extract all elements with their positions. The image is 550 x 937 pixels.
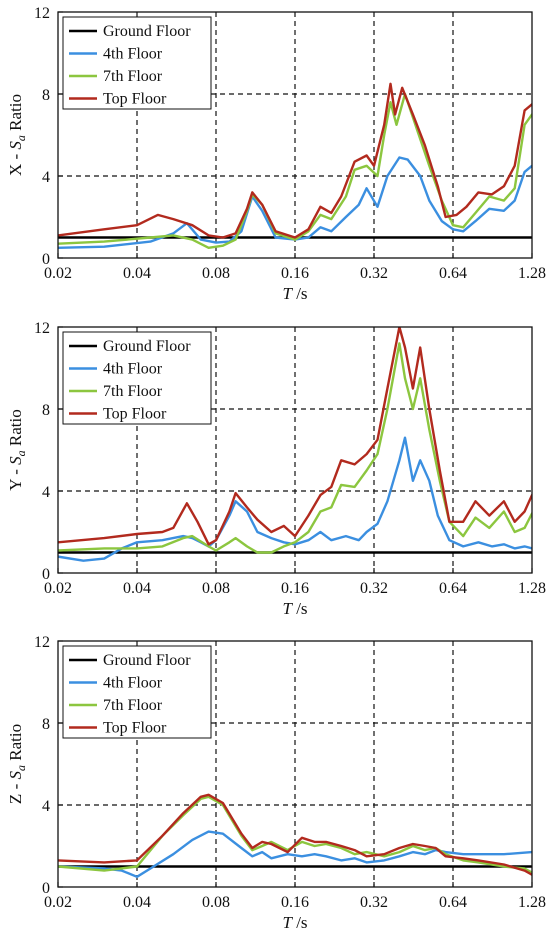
series-line-7th-floor (58, 795, 532, 874)
y-tick-label: 8 (42, 402, 50, 419)
series-line-top-floor (58, 82, 532, 239)
x-tick-label: 0.16 (281, 580, 309, 597)
legend-label-7th-floor: 7th Floor (103, 68, 163, 85)
legend-label-7th-floor: 7th Floor (103, 697, 163, 714)
legend-box (62, 16, 212, 110)
x-tick-label: 0.64 (439, 894, 467, 911)
legend-label-7th-floor: 7th Floor (103, 383, 163, 400)
x-tick-label: 0.64 (439, 580, 467, 597)
series-line-4th-floor (58, 156, 532, 249)
legend-label-ground-floor: Ground Floor (103, 23, 191, 40)
legend-label-ground-floor: Ground Floor (103, 652, 191, 669)
series-line-top-floor (58, 793, 532, 876)
legend-label-ground-floor: Ground Floor (103, 338, 191, 355)
legend: Ground Floor 4th Floor 7th Floor Top Floor (62, 645, 212, 739)
x-tick-label: 1.28 (518, 894, 546, 911)
y-tick-label: 12 (34, 5, 50, 22)
x-tick-label: 0.02 (44, 265, 72, 282)
y-tick-label: 4 (42, 798, 50, 815)
y-axis-label: X - Sa Ratio (6, 94, 28, 176)
x-tick-label: 0.08 (202, 580, 230, 597)
series-line-top-floor (58, 327, 532, 546)
legend-label-4th-floor: 4th Floor (103, 675, 163, 692)
x-tick-label: 0.16 (281, 265, 309, 282)
legend-label-top-floor: Top Floor (103, 91, 167, 108)
legend-label-4th-floor: 4th Floor (103, 361, 163, 378)
y-axis-label: Y - Sa Ratio (6, 409, 28, 490)
y-tick-label: 0 (42, 566, 50, 583)
x-axis-label: T /s (282, 599, 307, 618)
y-tick-label: 0 (42, 880, 50, 897)
y-tick-label: 4 (42, 484, 50, 501)
x-axis-label: T /s (282, 284, 307, 303)
x-axis-label: T /s (282, 913, 307, 932)
x-tick-label: 0.08 (202, 265, 230, 282)
x-tick-label: 0.32 (360, 580, 388, 597)
legend: Ground Floor 4th Floor 7th Floor Top Floor (62, 16, 212, 110)
x-tick-label: 0.04 (123, 580, 151, 597)
x-tick-label: 0.08 (202, 894, 230, 911)
chart-panel-1: 0.02 0.04 0.08 0.16 0.32 0.64 1.28 0 4 8 12 T /s X -… (6, 5, 546, 303)
y-tick-label: 12 (34, 320, 50, 337)
y-tick-label: 4 (42, 169, 50, 186)
chart-panel-3: 0.02 0.04 0.08 0.16 0.32 0.64 1.28 0 4 8 12 T /s Z -… (6, 634, 546, 932)
chart-panel-2: 0.02 0.04 0.08 0.16 0.32 0.64 1.28 0 4 8 12 T /s Y -… (6, 320, 546, 618)
y-axis-label: Z - Sa Ratio (6, 724, 28, 804)
x-tick-label: 1.28 (518, 265, 546, 282)
x-tick-label: 0.64 (439, 265, 467, 282)
x-tick-label: 0.02 (44, 580, 72, 597)
x-tick-label: 1.28 (518, 580, 546, 597)
y-tick-label: 12 (34, 634, 50, 651)
legend-box (62, 331, 212, 425)
y-tick-label: 8 (42, 87, 50, 104)
x-tick-label: 0.04 (123, 894, 151, 911)
series-line-7th-floor (58, 92, 532, 249)
legend: Ground Floor 4th Floor 7th Floor Top Floor (62, 331, 212, 425)
legend-label-top-floor: Top Floor (103, 406, 167, 423)
x-tick-label: 0.32 (360, 894, 388, 911)
series-line-7th-floor (58, 342, 532, 554)
x-tick-label: 0.32 (360, 265, 388, 282)
x-tick-label: 0.16 (281, 894, 309, 911)
y-tick-label: 0 (42, 251, 50, 268)
y-tick-label: 8 (42, 716, 50, 733)
x-tick-label: 0.04 (123, 265, 151, 282)
legend-label-top-floor: Top Floor (103, 720, 167, 737)
legend-box (62, 645, 212, 739)
legend-label-4th-floor: 4th Floor (103, 46, 163, 63)
x-tick-label: 0.02 (44, 894, 72, 911)
